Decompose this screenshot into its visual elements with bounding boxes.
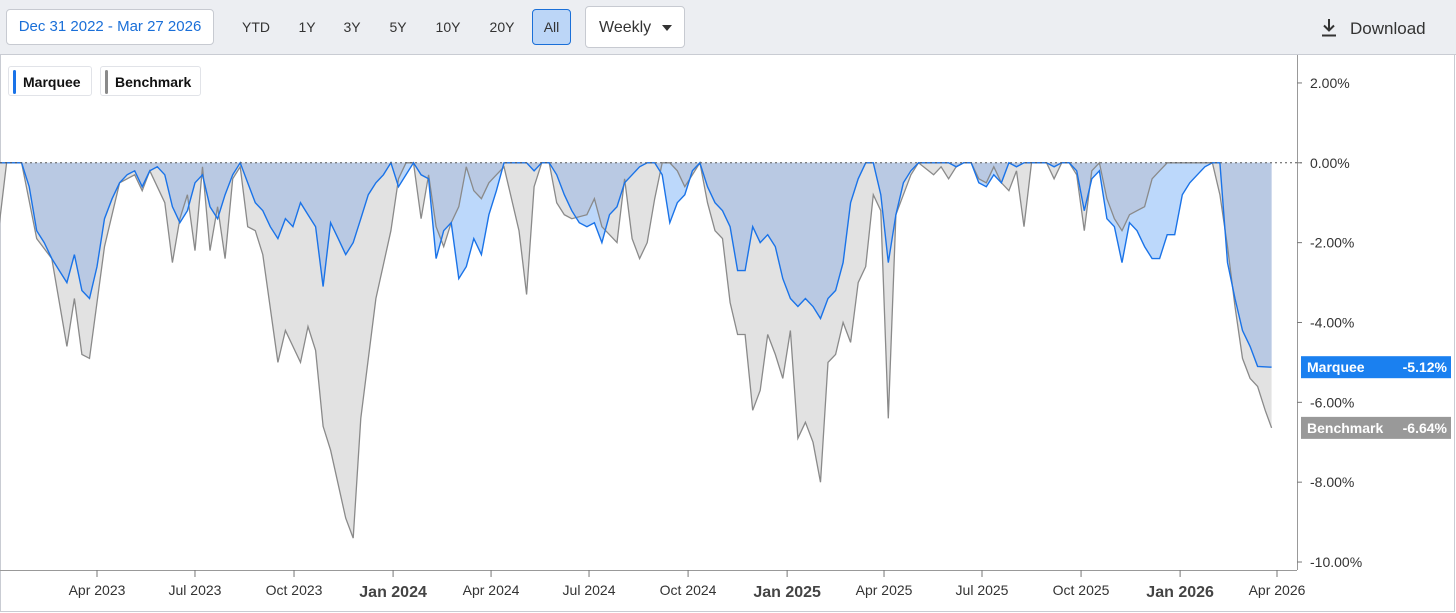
y-tick-label: -2.00% — [1310, 235, 1354, 251]
legend-label-benchmark: Benchmark — [115, 74, 192, 90]
marquee-value-badge-value: -5.12% — [1403, 359, 1448, 375]
range-button-ytd[interactable]: YTD — [242, 19, 270, 35]
frequency-dropdown[interactable]: Weekly — [585, 6, 685, 48]
overlap-area — [0, 162, 1272, 368]
x-tick-label: Apr 2024 — [463, 582, 520, 598]
marquee-value-badge: Marquee -5.12% — [1301, 356, 1451, 379]
marquee-value-badge-name: Marquee — [1307, 359, 1365, 375]
x-tick-label: Oct 2024 — [660, 582, 717, 598]
range-button-20y[interactable]: 20Y — [489, 19, 515, 35]
legend-label-marquee: Marquee — [23, 74, 81, 90]
y-tick-label: -10.00% — [1310, 554, 1362, 570]
y-tick-label: -6.00% — [1310, 394, 1354, 410]
range-button-all[interactable]: All — [532, 9, 571, 45]
range-button-3y[interactable]: 3Y — [343, 19, 361, 35]
benchmark-area — [0, 162, 1272, 539]
y-tick-label: 0.00% — [1310, 155, 1350, 171]
marquee-value-badge-bg — [1301, 356, 1451, 379]
frequency-label: Weekly — [599, 19, 652, 36]
legend-item-marquee[interactable]: Marquee — [8, 66, 92, 96]
x-tick-label: Apr 2025 — [856, 582, 913, 598]
benchmark-value-badge-name: Benchmark — [1307, 420, 1383, 436]
range-button-1y[interactable]: 1Y — [298, 19, 316, 35]
x-tick-label: Apr 2023 — [69, 582, 126, 598]
date-range-picker[interactable]: Dec 31 2022 - Mar 27 2026 — [6, 9, 214, 45]
drawdown-chart: 2.00% 0.00% -2.00% -4.00% -6.00% -8.00% -10.00… — [0, 55, 1451, 601]
range-button-5y[interactable]: 5Y — [389, 19, 407, 35]
legend-item-benchmark[interactable]: Benchmark — [100, 66, 201, 96]
benchmark-value-badge: Benchmark -6.64% — [1301, 416, 1451, 439]
legend-swatch-benchmark — [105, 70, 108, 94]
benchmark-value-badge-value: -6.64% — [1403, 420, 1448, 436]
download-label: Download — [1350, 19, 1426, 38]
y-tick-label: 2.00% — [1310, 75, 1350, 91]
x-tick-label: Jan 2024 — [359, 584, 427, 601]
marquee-line — [0, 161, 1272, 368]
x-tick-label: Jul 2025 — [956, 582, 1009, 598]
chart-toolbar: Dec 31 2022 - Mar 27 2026 YTD 1Y 3Y 5Y 1… — [0, 0, 1456, 55]
legend-swatch-marquee — [13, 70, 16, 94]
x-tick-label: Apr 2026 — [1249, 582, 1306, 598]
x-tick-label: Oct 2023 — [266, 582, 323, 598]
benchmark-line — [0, 161, 1273, 539]
x-tick-label: Jul 2023 — [169, 582, 222, 598]
range-button-10y[interactable]: 10Y — [435, 19, 461, 35]
x-tick-label: Oct 2025 — [1053, 582, 1110, 598]
download-icon — [1322, 19, 1336, 37]
benchmark-value-badge-bg — [1301, 416, 1451, 439]
x-tick-label: Jan 2025 — [753, 584, 821, 601]
caret-down-icon — [662, 25, 672, 31]
x-tick-label: Jul 2024 — [563, 582, 616, 598]
y-tick-label: -4.00% — [1310, 314, 1354, 330]
x-tick-label: Jan 2026 — [1146, 584, 1214, 601]
y-tick-label: -8.00% — [1310, 474, 1354, 490]
